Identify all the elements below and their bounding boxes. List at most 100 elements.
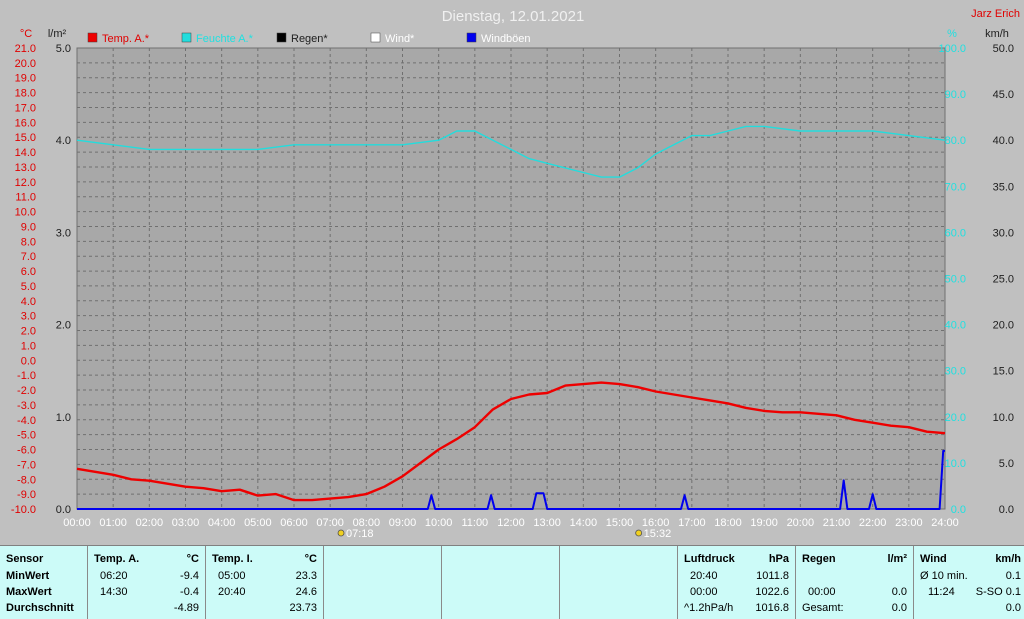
time-tick-label: 13:00 [533, 517, 561, 529]
temp-tick-label: -6.0 [17, 445, 36, 457]
time-tick-label: 18:00 [714, 517, 742, 529]
time-tick-label: 05:00 [244, 517, 272, 529]
wind-unit: km/h [995, 553, 1021, 565]
temp-tick-label: 20.0 [15, 58, 36, 70]
temp-a-min-time: 06:20 [100, 570, 128, 582]
humidity-tick-label: 80.0 [945, 135, 966, 147]
legend-swatch-3 [370, 32, 381, 43]
wind-min-value: 0.1 [1005, 570, 1021, 582]
empty-column-2 [442, 546, 560, 619]
time-tick-label: 22:00 [859, 517, 887, 529]
humidity-tick-label: 10.0 [945, 458, 966, 470]
wind-tick-label: 10.0 [993, 412, 1014, 424]
temp-axis: -10.0 -9.0 -8.0 -7.0 -6.0 -5.0 -4.0 -3.0 -2.0 -1.… [11, 43, 36, 516]
unit-temp-label: °C [20, 28, 32, 40]
rain-axis: 0.0 1.0 2.0 3.0 4.0 5.0 [56, 43, 71, 516]
time-tick-label: 10:00 [425, 517, 453, 529]
temp-tick-label: -7.0 [17, 459, 36, 471]
legend-label-3: Wind* [385, 33, 415, 45]
temp-tick-label: 13.0 [15, 162, 36, 174]
time-tick-label: 09:00 [389, 517, 417, 529]
wind-tick-label: 15.0 [993, 366, 1014, 378]
temp-tick-label: -9.0 [17, 489, 36, 501]
pressure-max-time: 00:00 [690, 586, 718, 598]
temp-a-avg-value: -4.89 [173, 602, 199, 614]
pressure-header: Luftdruck [684, 553, 735, 565]
time-tick-label: 04:00 [208, 517, 236, 529]
rain-unit: l/m² [887, 553, 907, 565]
time-tick-label: 19:00 [750, 517, 778, 529]
temp-tick-label: 2.0 [21, 326, 36, 338]
temp-tick-label: -2.0 [17, 385, 36, 397]
wind-header: Wind [920, 553, 947, 565]
pressure-trend-label: ^1.2hPa/h [684, 602, 734, 614]
series-line-2 [77, 449, 945, 510]
legend-label-0: Temp. A.* [102, 33, 150, 45]
temp-tick-label: -8.0 [17, 474, 36, 486]
rain-tick-label: 4.0 [56, 135, 71, 147]
legend: Temp. A.* Feuchte A.* Regen* Wind* Windböen [87, 32, 531, 45]
rain-column: Regen l/m² 00:00 0.0 Gesamt: 0.0 [796, 546, 914, 619]
humidity-tick-label: 60.0 [945, 227, 966, 239]
temp-a-max-time: 14:30 [100, 586, 128, 598]
chart-title: Dienstag, 12.01.2021 [442, 8, 585, 25]
rain-tick-label: 0.0 [56, 504, 71, 516]
time-tick-label: 07:00 [316, 517, 344, 529]
temp-tick-label: 1.0 [21, 340, 36, 352]
temp-i-max-value: 24.6 [295, 586, 317, 598]
max-row-label: MaxWert [6, 586, 52, 598]
temp-tick-label: 4.0 [21, 296, 36, 308]
unit-humidity-label: % [947, 28, 957, 40]
temp-tick-label: 17.0 [15, 102, 36, 114]
time-tick-label: 03:00 [172, 517, 200, 529]
sunset-label: 15:32 [644, 528, 672, 540]
series-group [76, 125, 946, 510]
time-axis: 00:00 01:00 02:00 03:00 04:00 05:00 06:00 07:00… [63, 517, 959, 529]
wind-tick-label: 20.0 [993, 320, 1014, 332]
sunrise-icon [337, 529, 345, 537]
temp-tick-label: 12.0 [15, 177, 36, 189]
temp-a-column: Temp. A. °C 06:20 -9.4 14:30 -0.4 -4.89 [88, 546, 206, 619]
temp-tick-label: 8.0 [21, 236, 36, 248]
time-tick-label: 15:00 [606, 517, 634, 529]
wind-tick-label: 0.0 [999, 504, 1014, 516]
temp-i-max-time: 20:40 [218, 586, 246, 598]
temp-tick-label: 7.0 [21, 251, 36, 263]
humidity-tick-label: 90.0 [945, 89, 966, 101]
temp-i-unit: °C [304, 553, 317, 565]
temp-i-min-time: 05:00 [218, 570, 246, 582]
temp-a-header: Temp. A. [94, 553, 140, 565]
sensor-column: Sensor MinWert MaxWert Durchschnitt [0, 546, 88, 619]
min-row-label: MinWert [6, 570, 50, 582]
temp-tick-label: 5.0 [21, 281, 36, 293]
temp-tick-label: 3.0 [21, 311, 36, 323]
temp-tick-label: 16.0 [15, 117, 36, 129]
time-tick-label: 08:00 [353, 517, 381, 529]
wind-avg-value: 0.0 [1005, 602, 1021, 614]
wind-tick-label: 25.0 [993, 274, 1014, 286]
humidity-tick-label: 0.0 [951, 504, 966, 516]
temp-tick-label: 11.0 [15, 192, 36, 204]
sunrise-label: 07:18 [346, 528, 374, 540]
wind-tick-label: 5.0 [999, 458, 1014, 470]
unit-wind-label: km/h [985, 28, 1009, 40]
rain-tick-label: 5.0 [56, 43, 71, 55]
time-tick-label: 20:00 [787, 517, 815, 529]
temp-tick-label: 21.0 [15, 43, 36, 55]
temp-tick-label: 15.0 [15, 132, 36, 144]
time-tick-label: 14:00 [570, 517, 598, 529]
wind-tick-label: 40.0 [993, 135, 1014, 147]
temp-tick-label: 0.0 [21, 355, 36, 367]
empty-column-3 [560, 546, 678, 619]
pressure-min-value: 1011.8 [756, 570, 789, 582]
temp-i-header: Temp. I. [212, 553, 253, 565]
humidity-tick-label: 30.0 [945, 366, 966, 378]
humidity-tick-label: 50.0 [945, 274, 966, 286]
temp-tick-label: -10.0 [11, 504, 36, 516]
sunset-icon [635, 529, 643, 537]
temp-tick-label: -4.0 [17, 415, 36, 427]
legend-label-4: Windböen [481, 33, 531, 45]
rain-total-value: 0.0 [891, 602, 907, 614]
series-line-1 [76, 125, 946, 178]
legend-swatch-2 [276, 32, 287, 43]
